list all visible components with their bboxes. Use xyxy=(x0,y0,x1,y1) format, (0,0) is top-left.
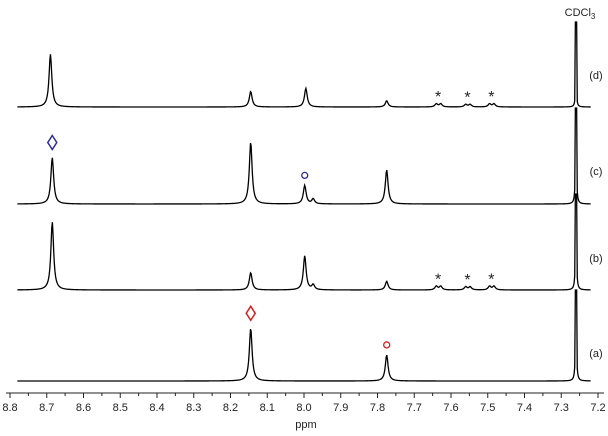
x-tick-label: 8.1 xyxy=(260,402,275,414)
circle-marker xyxy=(301,171,309,180)
spectra-traces xyxy=(17,21,591,382)
peak-markers: * * * * * * xyxy=(46,89,495,349)
diamond-marker xyxy=(245,304,257,322)
spectrum-trace xyxy=(17,289,591,382)
x-tick-label: 7.5 xyxy=(480,402,495,414)
star-marker: * xyxy=(464,272,470,289)
x-tick-label: 8.3 xyxy=(186,402,201,414)
trace-label: (b) xyxy=(589,253,602,265)
spectrum-trace xyxy=(17,107,591,205)
diamond-marker xyxy=(46,134,58,151)
trace-label: (c) xyxy=(590,166,603,178)
spectrum-trace xyxy=(17,21,591,108)
x-tick-label: 8.0 xyxy=(296,402,311,414)
x-tick-label: 7.2 xyxy=(590,402,605,414)
star-marker: * xyxy=(435,271,441,288)
star-marker: * xyxy=(488,271,494,288)
x-tick-label: 8.5 xyxy=(113,402,128,414)
solvent-label-main: CDCl xyxy=(565,7,591,19)
star-marker: * xyxy=(464,90,470,107)
x-tick-label: 8.8 xyxy=(2,402,17,414)
x-tick-label: 8.6 xyxy=(76,402,91,414)
spectrum-trace xyxy=(17,193,591,291)
x-tick-label: 7.8 xyxy=(370,402,385,414)
x-tick-label: 7.3 xyxy=(554,402,569,414)
solvent-label-subscript: 3 xyxy=(591,12,596,21)
x-axis-ticks: 8.8 8.7 8.6 8.5 8.4 8.3 8.2 8.1 8.0 7.9 7.8 7.7 7.6 7… xyxy=(2,393,606,414)
star-marker: * xyxy=(435,89,441,106)
solvent-label: CDCl3 xyxy=(565,7,596,21)
trace-label: (d) xyxy=(589,70,602,82)
x-tick-label: 7.9 xyxy=(333,402,348,414)
trace-labels: (d) (c) (b) (a) xyxy=(589,70,602,360)
x-axis-title: ppm xyxy=(295,419,316,431)
x-tick-label: 7.6 xyxy=(443,402,458,414)
x-tick-label: 7.4 xyxy=(517,402,532,414)
circle-marker xyxy=(383,341,391,349)
x-tick-label: 7.7 xyxy=(407,402,422,414)
x-tick-label: 8.7 xyxy=(39,402,54,414)
x-tick-label: 8.2 xyxy=(223,402,238,414)
trace-label: (a) xyxy=(589,348,602,360)
x-tick-label: 8.4 xyxy=(149,402,164,414)
star-marker: * xyxy=(488,89,494,106)
